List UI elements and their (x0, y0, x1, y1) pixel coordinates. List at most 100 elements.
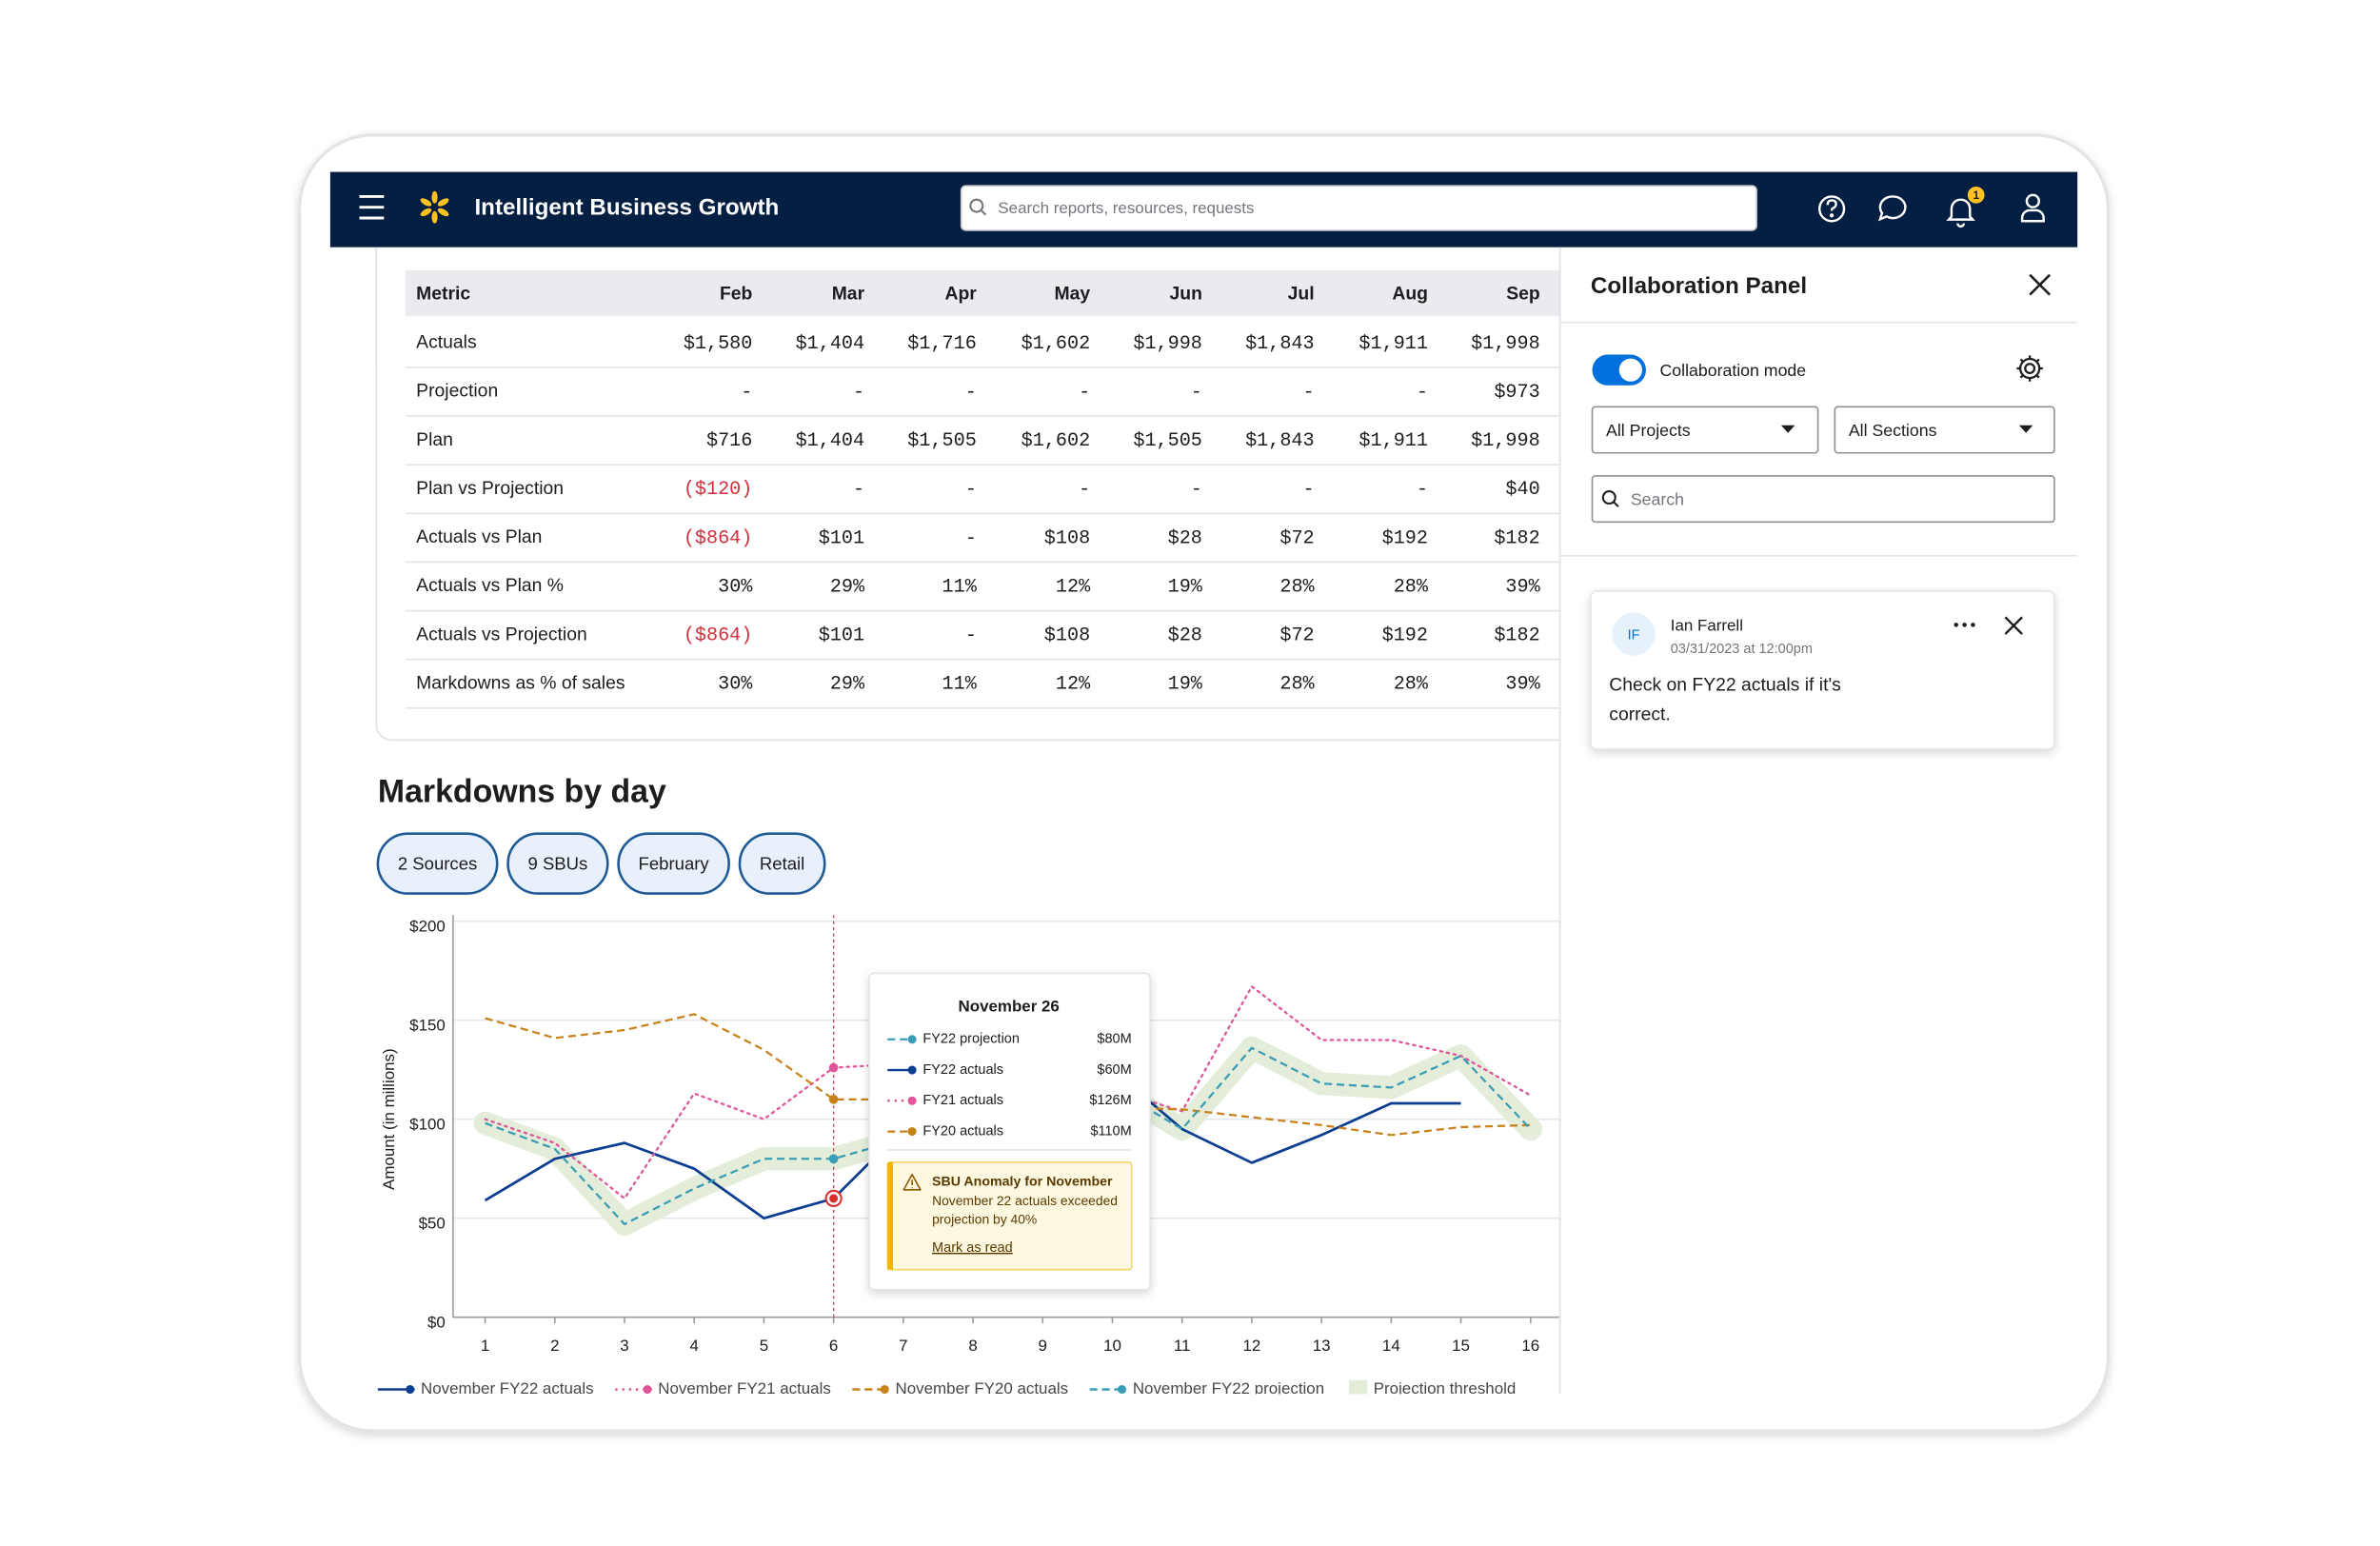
table-cell: 28% (1394, 674, 1429, 696)
main-content: Metric Feb Mar Apr May Jun Jul Aug Sep Actuals $1,… (375, 247, 1560, 1397)
chat-button[interactable] (1877, 195, 1907, 222)
table-cell: $716 (706, 430, 752, 452)
alert-link[interactable]: Mark as read (932, 1240, 1013, 1256)
comment-more-button[interactable] (1954, 623, 1975, 627)
x-tick-label: 4 (690, 1337, 699, 1355)
row-label: Actuals (416, 332, 476, 353)
legend-label: November FY22 projection (1133, 1379, 1324, 1397)
filter-chip[interactable]: 9 SBUs (506, 832, 609, 895)
profile-button[interactable] (2020, 193, 2045, 223)
x-tick-label: 1 (481, 1337, 489, 1355)
y-tick-label: $50 (419, 1215, 446, 1233)
y-axis-label: Amount (in millions) (380, 1048, 398, 1190)
row-label: Markdowns as % of sales (416, 672, 625, 693)
panel-search[interactable] (1591, 475, 2055, 524)
table-cell: 39% (1505, 674, 1540, 696)
table-cell: 11% (942, 576, 978, 598)
alert-accent (887, 1161, 893, 1270)
table-cell: $28 (1168, 625, 1202, 647)
panel-close-button[interactable] (2029, 273, 2052, 296)
y-tick-label: $100 (409, 1116, 446, 1134)
settings-button[interactable] (2016, 355, 2043, 382)
x-tick-label: 16 (1521, 1337, 1539, 1355)
toggle-knob (1618, 358, 1642, 382)
table-cell: - (1303, 479, 1315, 501)
table-cell: 12% (1056, 576, 1091, 598)
table-cell: 11% (942, 674, 978, 696)
tooltip-row-label: FY21 actuals (922, 1093, 1003, 1108)
legend-label: November FY20 actuals (896, 1379, 1069, 1397)
tooltip-row-label: FY22 projection (922, 1032, 1020, 1047)
table-cell: $1,716 (907, 333, 977, 355)
row-label: Actuals vs Projection (416, 624, 587, 644)
tooltip-swatch-dot (907, 1065, 917, 1075)
table-cell: 28% (1279, 674, 1315, 696)
comment-text: Check on FY22 actuals if it's correct. (1609, 673, 1841, 725)
alert-text-box: November 22 actuals exceeded projection … (932, 1193, 1119, 1227)
x-tick-label: 12 (1243, 1337, 1261, 1355)
table-cell: - (1191, 382, 1202, 404)
comment-text-box: Check on FY22 actuals if it's correct. (1609, 673, 1841, 725)
column-header: Jul (1288, 284, 1315, 305)
x-tick-label: 14 (1382, 1337, 1400, 1355)
table-cell: - (1079, 479, 1090, 501)
series-line (485, 1013, 1531, 1137)
notifications-button[interactable] (1946, 198, 1975, 228)
table-cell: $101 (819, 527, 864, 549)
table-header-row (405, 269, 1560, 317)
row-label: Actuals vs Plan % (416, 575, 564, 596)
x-tick-label: 2 (550, 1337, 559, 1355)
x-tick-label: 3 (620, 1337, 628, 1355)
table-cell: 12% (1056, 674, 1091, 696)
y-tick-label: $200 (409, 918, 446, 936)
table-cell: - (1191, 479, 1202, 501)
tooltip-row-value: $126M (1089, 1093, 1131, 1108)
x-tick-label: 5 (760, 1337, 768, 1355)
x-tick-label: 15 (1452, 1337, 1470, 1355)
panel-search-icon (1601, 490, 1619, 507)
table-cell: $1,602 (1021, 333, 1091, 355)
table-cell: 39% (1505, 576, 1540, 598)
table-cell: 30% (718, 674, 753, 696)
filter-chip[interactable]: 2 Sources (376, 832, 499, 895)
table-cell: 30% (718, 576, 753, 598)
table-cell: $182 (1494, 625, 1539, 647)
table-cell: $1,505 (1133, 430, 1202, 452)
section-dropdown[interactable] (1834, 406, 2055, 454)
alert-text: November 22 actuals exceeded projection … (932, 1193, 1119, 1227)
tooltip-title: November 26 (959, 997, 1060, 1015)
tooltip-swatch-dot (907, 1127, 917, 1137)
column-header: Metric (416, 284, 470, 305)
comment-card (1590, 590, 2055, 750)
filter-chip[interactable]: February (617, 832, 730, 895)
table-cell: $192 (1382, 527, 1428, 549)
table-cell: $192 (1382, 625, 1428, 647)
table-cell: ($864) (684, 527, 753, 549)
table-cell: $1,505 (907, 430, 977, 452)
tooltip-row-value: $80M (1097, 1032, 1131, 1047)
table-cell: $1,580 (684, 333, 753, 355)
table-cell: - (853, 479, 864, 501)
app-title: Intelligent Business Growth (474, 195, 779, 221)
search-box[interactable] (960, 185, 1757, 231)
x-tick-label: 13 (1313, 1337, 1331, 1355)
table-cell: 28% (1279, 576, 1315, 598)
row-label: Projection (416, 381, 498, 402)
comment-close-button[interactable] (2004, 616, 2023, 635)
help-button[interactable] (1818, 195, 1846, 223)
filter-chip-label: 2 Sources (398, 854, 477, 874)
table-cell: - (965, 479, 977, 501)
table-cell: 19% (1168, 674, 1203, 696)
menu-button[interactable] (359, 194, 385, 220)
filter-chip-pill (376, 832, 499, 895)
table-cell: $1,911 (1359, 333, 1428, 355)
table-cell: - (741, 382, 752, 404)
filter-chip-label: Retail (760, 854, 804, 874)
filter-chip-label: February (639, 854, 710, 874)
filter-chip[interactable]: Retail (738, 832, 826, 895)
project-dropdown[interactable] (1591, 406, 1819, 454)
legend-swatch-dot (1118, 1384, 1127, 1395)
